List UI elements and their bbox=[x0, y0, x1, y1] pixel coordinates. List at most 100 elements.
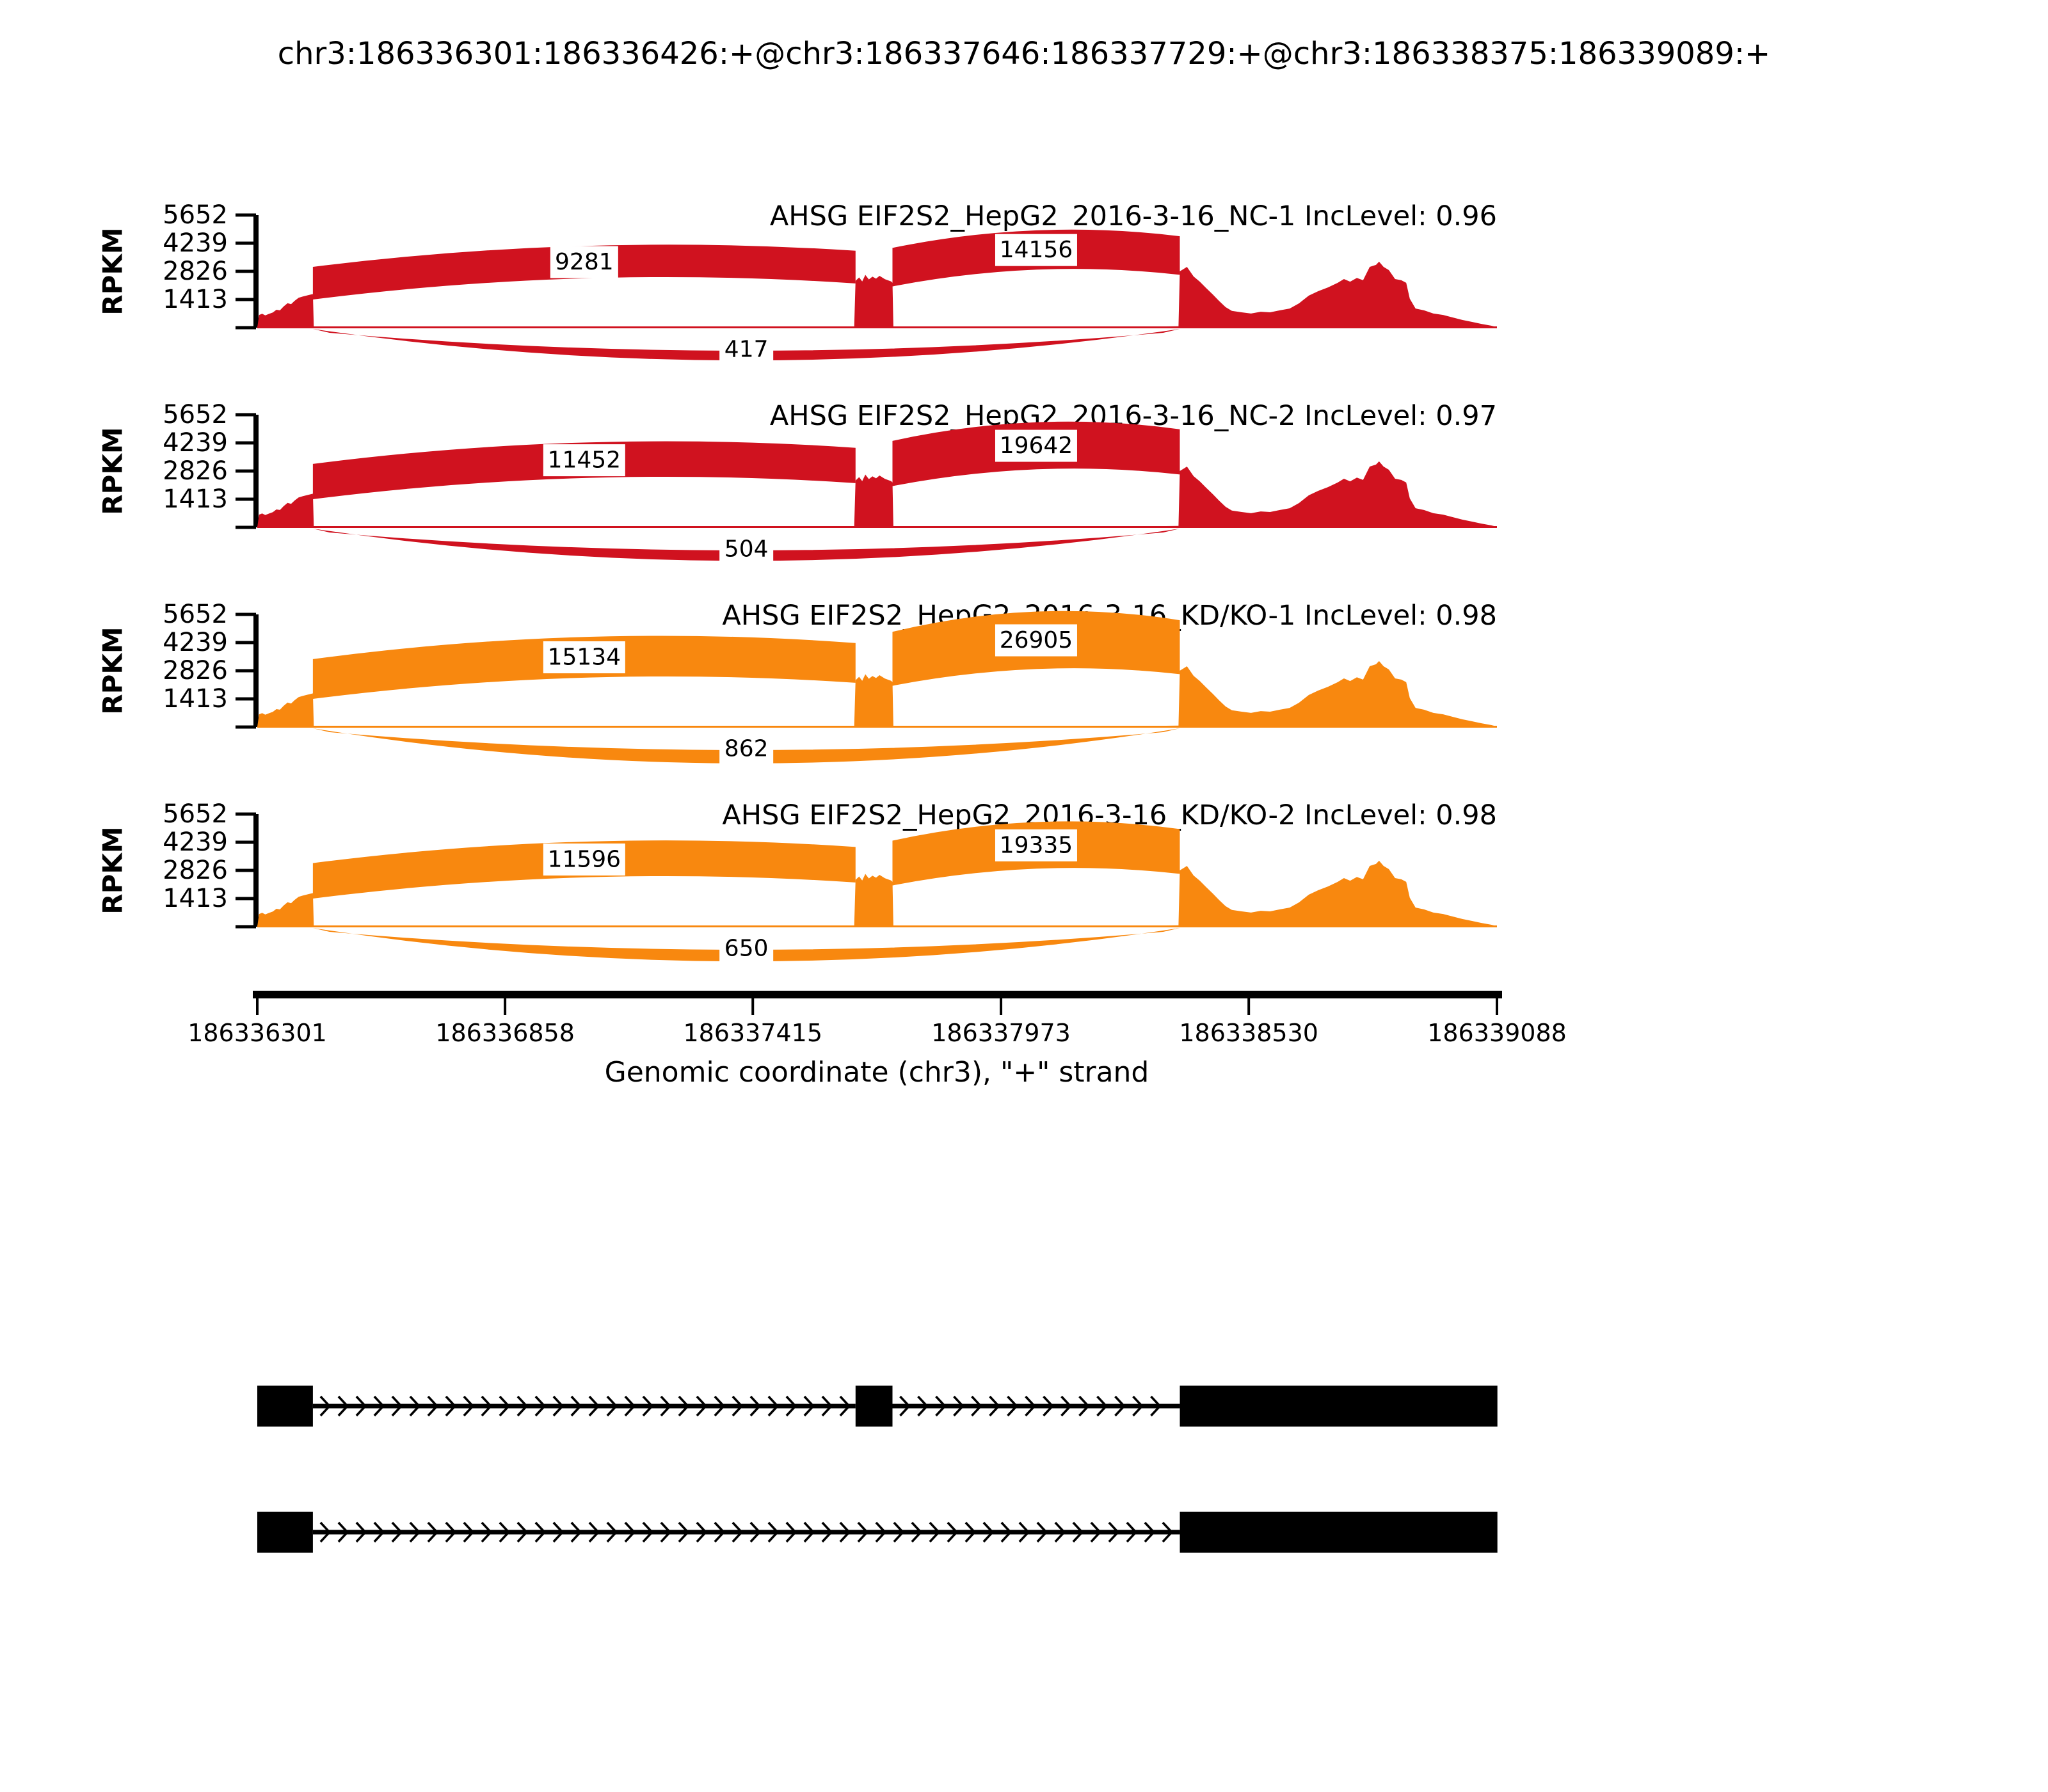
coverage-area bbox=[257, 261, 1497, 328]
strand-arrow-icon bbox=[1054, 1521, 1066, 1543]
y-axis-tick bbox=[236, 612, 256, 616]
y-axis-tick bbox=[236, 469, 256, 473]
track-kdko-1: AHSG EIF2S2_HepG2_2016-3-16_KD/KO-1 IncL… bbox=[97, 600, 1497, 765]
y-tick-label: 1413 bbox=[163, 285, 228, 314]
x-axis-tick bbox=[1496, 998, 1498, 1015]
y-axis-tick bbox=[236, 840, 256, 844]
isoform-diagram bbox=[257, 1386, 1498, 1553]
strand-arrow-icon bbox=[899, 1395, 911, 1417]
junction-count-box bbox=[719, 533, 774, 565]
strand-arrow-icon bbox=[1108, 1521, 1120, 1543]
junction-count-box bbox=[719, 733, 774, 765]
strand-arrow-icon bbox=[714, 1395, 726, 1417]
junction-count-label: 19335 bbox=[1000, 832, 1073, 858]
strand-arrow-icon bbox=[971, 1395, 982, 1417]
strand-arrow-icon bbox=[1096, 1395, 1108, 1417]
strand-arrow-icon bbox=[534, 1521, 547, 1543]
strand-arrow-icon bbox=[917, 1395, 929, 1417]
strand-arrow-icon bbox=[1132, 1395, 1144, 1417]
exon-box bbox=[1180, 1512, 1498, 1553]
y-axis-title: RPKM bbox=[97, 826, 129, 914]
junction-count-box bbox=[995, 624, 1077, 657]
strand-arrow-icon bbox=[947, 1521, 959, 1543]
strand-arrow-icon bbox=[749, 1521, 762, 1543]
y-axis-tick bbox=[236, 641, 256, 644]
y-axis-title: RPKM bbox=[97, 427, 129, 515]
strand-arrow-icon bbox=[989, 1395, 1000, 1417]
junction-count-label: 9281 bbox=[555, 249, 614, 275]
coverage-area bbox=[257, 860, 1497, 927]
strand-arrow-icon bbox=[481, 1521, 493, 1543]
junction-count-label: 26905 bbox=[1000, 627, 1073, 653]
strand-arrow-icon bbox=[875, 1521, 887, 1543]
strand-arrow-icon bbox=[803, 1521, 815, 1543]
y-axis-tick bbox=[236, 269, 256, 273]
strand-arrow-icon bbox=[660, 1521, 672, 1543]
strand-arrow-icon bbox=[481, 1395, 493, 1417]
junction-count-label: 862 bbox=[724, 736, 769, 762]
strand-arrow-icon bbox=[427, 1395, 439, 1417]
strand-arrow-icon bbox=[1150, 1395, 1162, 1417]
x-axis-tick bbox=[751, 998, 755, 1015]
strand-arrow-icon bbox=[642, 1395, 654, 1417]
y-axis-tick bbox=[236, 925, 256, 929]
strand-arrow-icon bbox=[964, 1521, 977, 1543]
junction-count-box bbox=[719, 333, 774, 365]
strand-arrow-icon bbox=[678, 1521, 690, 1543]
y-tick-label: 4239 bbox=[163, 628, 228, 657]
y-axis-tick bbox=[236, 413, 256, 417]
coverage-area bbox=[257, 461, 1497, 527]
strand-arrow-icon bbox=[409, 1521, 421, 1543]
y-axis-tick bbox=[236, 441, 256, 445]
junction-count-box bbox=[543, 444, 625, 477]
strand-arrow-icon bbox=[1018, 1521, 1030, 1543]
junction-count-label: 650 bbox=[724, 936, 769, 962]
strand-arrow-icon bbox=[624, 1521, 636, 1543]
strand-arrow-icon bbox=[606, 1395, 618, 1417]
strand-arrow-icon bbox=[642, 1521, 654, 1543]
strand-arrow-icon bbox=[1036, 1521, 1048, 1543]
y-tick-label: 5652 bbox=[163, 200, 228, 230]
strand-arrow-icon bbox=[1000, 1521, 1012, 1543]
strand-arrow-icon bbox=[1078, 1395, 1090, 1417]
strand-arrow-icon bbox=[785, 1521, 797, 1543]
strand-arrow-icon bbox=[714, 1521, 726, 1543]
y-tick-label: 1413 bbox=[163, 684, 228, 714]
x-axis-tick bbox=[504, 998, 507, 1015]
exon-box bbox=[257, 1512, 313, 1553]
y-axis-title: RPKM bbox=[97, 627, 129, 714]
strand-arrow-icon bbox=[552, 1521, 564, 1543]
strand-arrow-icon bbox=[660, 1395, 672, 1417]
junction-count-box bbox=[543, 641, 625, 674]
y-axis-tick bbox=[236, 868, 256, 872]
strand-arrow-icon bbox=[821, 1395, 833, 1417]
x-tick-label: 186336858 bbox=[435, 1019, 575, 1047]
y-axis-tick bbox=[236, 298, 256, 301]
strand-arrow-icon bbox=[1072, 1521, 1084, 1543]
strand-arrow-icon bbox=[516, 1395, 529, 1417]
x-axis-tick bbox=[256, 998, 259, 1015]
x-axis-spine bbox=[253, 991, 1502, 998]
strand-arrow-icon bbox=[588, 1521, 600, 1543]
strand-arrow-icon bbox=[409, 1395, 421, 1417]
y-tick-label: 1413 bbox=[163, 484, 228, 514]
strand-arrow-icon bbox=[355, 1521, 367, 1543]
strand-arrow-icon bbox=[373, 1521, 385, 1543]
strand-arrow-icon bbox=[732, 1395, 744, 1417]
strand-arrow-icon bbox=[427, 1521, 439, 1543]
strand-arrow-icon bbox=[499, 1521, 511, 1543]
skipping-junction-arc bbox=[312, 529, 1180, 561]
junction-count-box bbox=[995, 234, 1077, 266]
strand-arrow-icon bbox=[767, 1521, 780, 1543]
strand-arrow-icon bbox=[857, 1521, 869, 1543]
y-axis-tick bbox=[236, 897, 256, 900]
track-kdko-2: AHSG EIF2S2_HepG2_2016-3-16_KD/KO-2 IncL… bbox=[97, 799, 1497, 964]
x-tick-label: 186338530 bbox=[1179, 1019, 1318, 1047]
y-tick-label: 1413 bbox=[163, 884, 228, 913]
strand-arrow-icon bbox=[319, 1521, 332, 1543]
strand-arrow-icon bbox=[588, 1395, 600, 1417]
strand-arrow-icon bbox=[678, 1395, 690, 1417]
figure-title: chr3:186336301:186336426:+@chr3:18633764… bbox=[278, 36, 1771, 72]
x-axis-label: Genomic coordinate (chr3), "+" strand bbox=[605, 1056, 1149, 1089]
